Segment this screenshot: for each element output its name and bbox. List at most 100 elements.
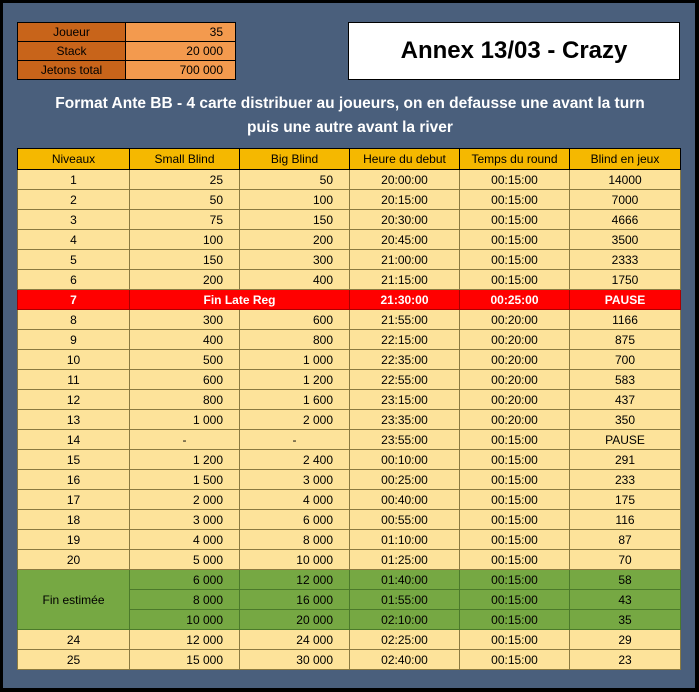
small-blind-cell: 25: [129, 169, 240, 190]
blind-in-play-cell: 3500: [569, 229, 681, 250]
blind-in-play-cell: 58: [569, 569, 681, 590]
level-cell: 11: [17, 369, 130, 390]
big-blind-cell: 200: [239, 229, 350, 250]
big-blind-cell: 3 000: [239, 469, 350, 490]
level-cell: 9: [17, 329, 130, 350]
small-blind-cell: 12 000: [129, 629, 240, 650]
info-value: 35: [125, 22, 236, 42]
round-time-cell: 00:15:00: [459, 189, 570, 210]
header-heure-debut: Heure du debut: [349, 148, 460, 170]
table-row: 13 1 000 2 000 23:35:00 00:20:00 350: [17, 409, 681, 430]
start-time-cell: 01:10:00: [349, 529, 460, 550]
big-blind-cell: 24 000: [239, 629, 350, 650]
round-time-cell: 00:20:00: [459, 389, 570, 410]
small-blind-cell: 1 200: [129, 449, 240, 470]
level-cell: 16: [17, 469, 130, 490]
round-time-cell: 00:20:00: [459, 369, 570, 390]
start-time-cell: 20:00:00: [349, 169, 460, 190]
round-time-cell: 00:15:00: [459, 629, 570, 650]
level-cell: 25: [17, 649, 130, 670]
big-blind-cell: 800: [239, 329, 350, 350]
blind-in-play-cell: 1166: [569, 309, 681, 330]
round-time-cell: 00:25:00: [459, 289, 570, 310]
start-time-cell: 20:30:00: [349, 209, 460, 230]
description-line: puis une autre avant la river: [247, 119, 453, 136]
start-time-cell: 23:35:00: [349, 409, 460, 430]
big-blind-cell: 400: [239, 269, 350, 290]
blind-in-play-cell: 4666: [569, 209, 681, 230]
small-blind-cell: 4 000: [129, 529, 240, 550]
round-time-cell: 00:15:00: [459, 169, 570, 190]
round-time-cell: 00:15:00: [459, 269, 570, 290]
small-blind-cell: 15 000: [129, 649, 240, 670]
round-time-cell: 00:15:00: [459, 229, 570, 250]
header-temps-round: Temps du round: [459, 148, 570, 170]
table-row: 2 50 100 20:15:00 00:15:00 7000: [17, 189, 681, 210]
blind-in-play-cell: 233: [569, 469, 681, 490]
small-blind-cell: 150: [129, 249, 240, 270]
round-time-cell: 00:15:00: [459, 249, 570, 270]
small-blind-cell: 800: [129, 389, 240, 410]
small-blind-cell: 50: [129, 189, 240, 210]
start-time-cell: 23:15:00: [349, 389, 460, 410]
start-time-cell: 22:15:00: [349, 329, 460, 350]
small-blind-cell: 300: [129, 309, 240, 330]
big-blind-cell: 6 000: [239, 509, 350, 530]
level-cell: 13: [17, 409, 130, 430]
blind-in-play-cell: 35: [569, 609, 681, 630]
level-cell: 17: [17, 489, 130, 510]
big-blind-cell: 8 000: [239, 529, 350, 550]
level-cell: 7: [17, 289, 130, 310]
round-time-cell: 00:20:00: [459, 409, 570, 430]
info-row-stack: Stack 20 000: [17, 41, 236, 61]
description-line: Format Ante BB - 4 carte distribuer au j…: [55, 95, 645, 112]
blind-in-play-cell: PAUSE: [569, 429, 681, 450]
table-row: 12 800 1 600 23:15:00 00:20:00 437: [17, 389, 681, 410]
big-blind-cell: 1 600: [239, 389, 350, 410]
small-blind-cell: 8 000: [129, 589, 240, 610]
level-cell: 1: [17, 169, 130, 190]
round-time-cell: 00:15:00: [459, 489, 570, 510]
header-small-blind: Small Blind: [129, 148, 240, 170]
header-blind-en-jeux: Blind en jeux: [569, 148, 681, 170]
start-time-cell: 20:45:00: [349, 229, 460, 250]
start-time-cell: 01:25:00: [349, 549, 460, 570]
small-blind-cell: 75: [129, 209, 240, 230]
start-time-cell: 22:55:00: [349, 369, 460, 390]
round-time-cell: 00:15:00: [459, 509, 570, 530]
table-row: 24 12 000 24 000 02:25:00 00:15:00 29: [17, 629, 681, 650]
blind-in-play-cell: 175: [569, 489, 681, 510]
small-blind-cell: 1 000: [129, 409, 240, 430]
blind-in-play-cell: 116: [569, 509, 681, 530]
big-blind-cell: 100: [239, 189, 350, 210]
info-row-joueur: Joueur 35: [17, 22, 236, 42]
round-time-cell: 00:15:00: [459, 649, 570, 670]
table-row: 3 75 150 20:30:00 00:15:00 4666: [17, 209, 681, 230]
estimated-end-row: 10 000 20 000 02:10:00 00:15:00 35: [18, 609, 681, 630]
level-cell: 19: [17, 529, 130, 550]
start-time-cell: 21:00:00: [349, 249, 460, 270]
small-blind-cell: 500: [129, 349, 240, 370]
blind-in-play-cell: 583: [569, 369, 681, 390]
big-blind-cell: 12 000: [239, 569, 350, 590]
start-time-cell: 22:35:00: [349, 349, 460, 370]
small-blind-cell: 1 500: [129, 469, 240, 490]
level-cell: 3: [17, 209, 130, 230]
big-blind-cell: 1 200: [239, 369, 350, 390]
info-value: 20 000: [125, 41, 236, 61]
estimated-end-row: Fin estimée 6 000 12 000 01:40:00 00:15:00 58: [17, 569, 681, 630]
table-row: 15 1 200 2 400 00:10:00 00:15:00 291: [17, 449, 681, 470]
table-row: 20 5 000 10 000 01:25:00 00:15:00 70: [17, 549, 681, 570]
big-blind-cell: 50: [239, 169, 350, 190]
level-cell: 15: [17, 449, 130, 470]
start-time-cell: 00:40:00: [349, 489, 460, 510]
start-time-cell: 00:55:00: [349, 509, 460, 530]
small-blind-cell: 600: [129, 369, 240, 390]
start-time-cell: 00:10:00: [349, 449, 460, 470]
level-cell: 8: [17, 309, 130, 330]
round-time-cell: 00:15:00: [459, 549, 570, 570]
big-blind-cell: 1 000: [239, 349, 350, 370]
blind-in-play-cell: 875: [569, 329, 681, 350]
table-row: 10 500 1 000 22:35:00 00:20:00 700: [17, 349, 681, 370]
blind-in-play-cell: 14000: [569, 169, 681, 190]
